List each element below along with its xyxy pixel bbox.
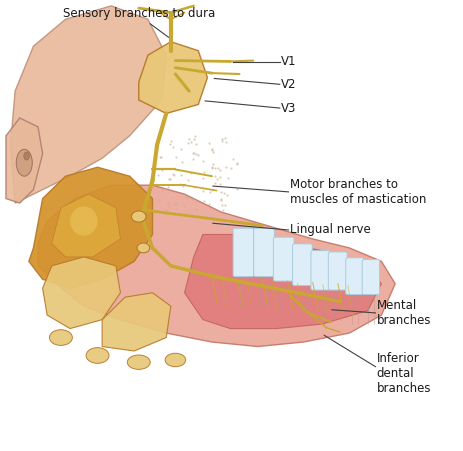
Ellipse shape — [16, 149, 32, 176]
Polygon shape — [184, 235, 381, 329]
Polygon shape — [6, 118, 43, 203]
Polygon shape — [52, 194, 120, 257]
FancyBboxPatch shape — [232, 228, 253, 276]
Polygon shape — [138, 42, 207, 114]
Text: Sensory branches to dura: Sensory branches to dura — [63, 7, 214, 20]
FancyBboxPatch shape — [253, 228, 274, 276]
FancyBboxPatch shape — [292, 244, 312, 285]
Polygon shape — [29, 167, 152, 288]
Ellipse shape — [70, 207, 97, 235]
Ellipse shape — [24, 152, 29, 160]
Ellipse shape — [165, 353, 185, 367]
Text: Motor branches to
muscles of mastication: Motor branches to muscles of mastication — [289, 178, 425, 206]
Text: V2: V2 — [280, 78, 295, 91]
Ellipse shape — [137, 243, 150, 253]
Polygon shape — [43, 257, 120, 329]
Ellipse shape — [50, 330, 72, 345]
Text: V3: V3 — [280, 101, 295, 115]
Polygon shape — [102, 293, 170, 351]
Polygon shape — [11, 6, 166, 203]
Text: Lingual nerve: Lingual nerve — [289, 224, 370, 236]
FancyBboxPatch shape — [328, 252, 346, 290]
Polygon shape — [38, 185, 394, 346]
Ellipse shape — [131, 211, 146, 222]
FancyBboxPatch shape — [345, 258, 363, 295]
FancyBboxPatch shape — [362, 260, 379, 295]
Text: V1: V1 — [280, 55, 295, 69]
Ellipse shape — [127, 355, 150, 369]
Text: Mental
branches: Mental branches — [376, 299, 431, 327]
FancyBboxPatch shape — [273, 237, 294, 281]
FancyBboxPatch shape — [310, 251, 330, 290]
Ellipse shape — [86, 348, 109, 364]
Text: Inferior
dental
branches: Inferior dental branches — [376, 352, 431, 395]
